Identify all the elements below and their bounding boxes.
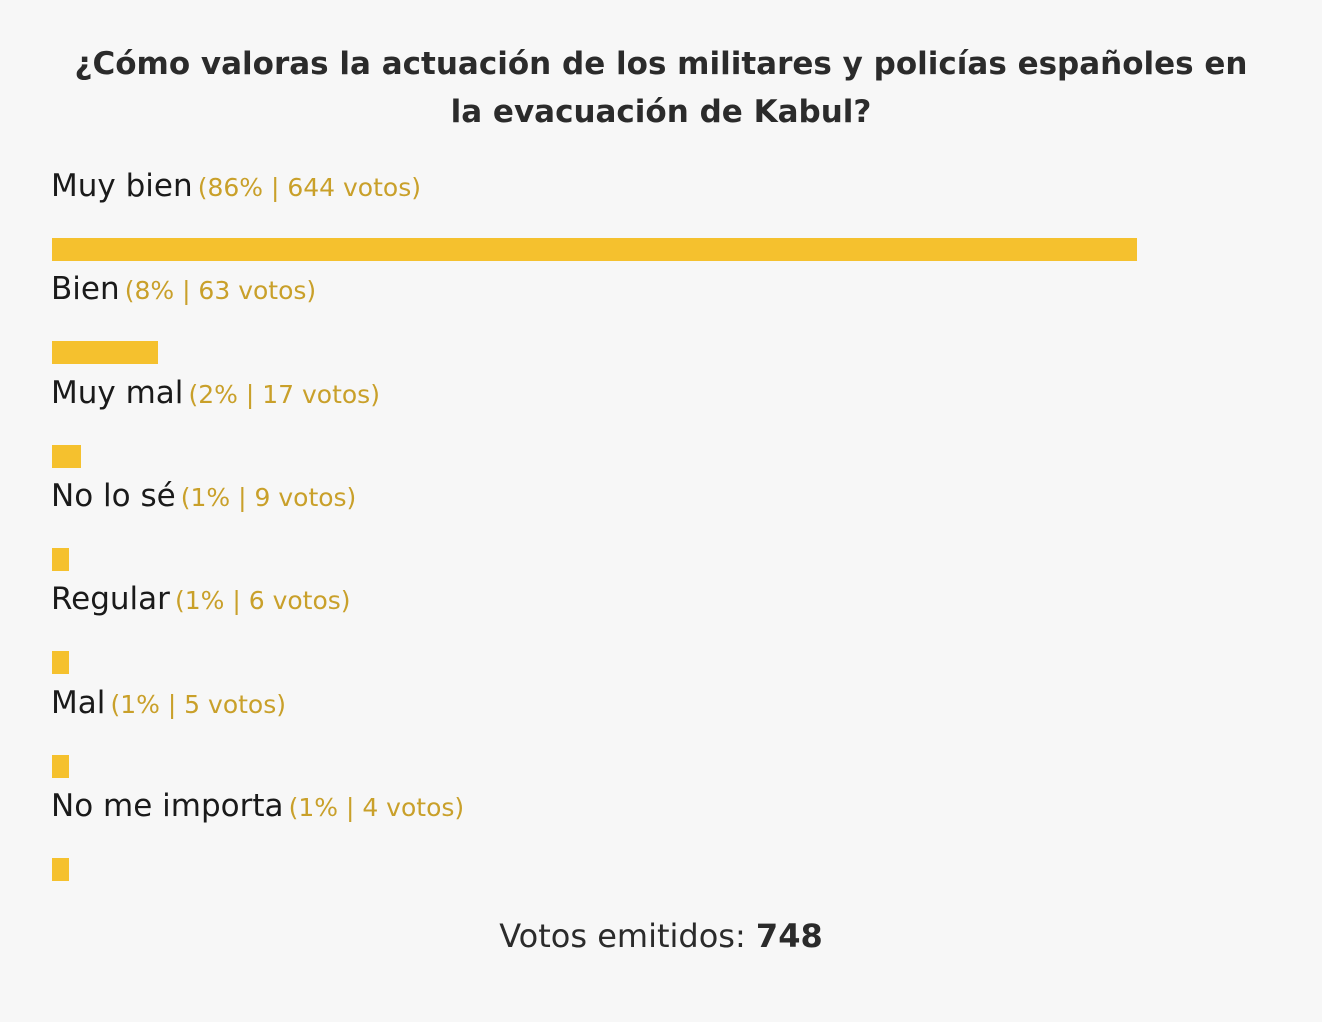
option-stats: (1% | 5 votos) — [110, 689, 287, 719]
bar-muy-bien — [52, 238, 1137, 261]
poll-title: ¿Cómo valoras la actuación de los milita… — [74, 46, 1248, 130]
option-label: No me importa (1% | 4 votos) — [51, 786, 464, 831]
option-label: Mal (1% | 5 votos) — [51, 683, 286, 728]
bar-regular — [52, 651, 69, 675]
bar-muy-mal — [52, 444, 81, 468]
poll-option: No me importa (1% | 4 votos) — [51, 786, 1151, 886]
option-label: Regular (1% | 6 votos) — [51, 579, 351, 624]
bar-bien — [52, 341, 159, 365]
option-stats: (2% | 17 votos) — [188, 379, 380, 409]
option-stats: (1% | 9 votos) — [180, 482, 357, 512]
poll-option: Regular (1% | 6 votos) — [51, 579, 1151, 679]
option-stats: (1% | 6 votos) — [175, 586, 351, 616]
option-label: Muy bien (86% | 644 votos) — [51, 166, 421, 211]
option-name: No me importa — [51, 787, 284, 824]
option-label: Muy mal (2% | 17 votos) — [51, 373, 380, 418]
bar-no-me-importa — [52, 857, 69, 881]
option-stats: (1% | 4 votos) — [288, 792, 465, 822]
bar-track — [52, 857, 1137, 881]
option-stats: (8% | 63 votos) — [124, 276, 317, 306]
bar-mal — [52, 754, 69, 778]
total-votes: Votos emitidos: 748 — [0, 914, 1322, 958]
option-name: Muy bien — [51, 168, 193, 204]
total-votes-label: Votos emitidos: — [499, 917, 746, 955]
option-name: Mal — [51, 684, 106, 721]
option-label: Bien (8% | 63 votos) — [51, 269, 316, 314]
poll-option: Bien (8% | 63 votos) — [51, 269, 1151, 369]
total-votes-value: 748 — [755, 917, 823, 955]
option-name: No lo sé — [51, 477, 176, 514]
poll-option: Muy mal (2% | 17 votos) — [51, 373, 1151, 473]
poll-option: No lo sé (1% | 9 votos) — [51, 476, 1151, 576]
bar-track — [52, 444, 1137, 468]
bar-track — [52, 238, 1137, 261]
poll-option: Mal (1% | 5 votos) — [51, 683, 1151, 783]
bar-track — [52, 341, 1137, 365]
bar-track — [52, 754, 1137, 778]
option-stats: (86% | 644 votos) — [197, 173, 421, 202]
bar-track — [52, 547, 1137, 571]
poll-option: Muy bien (86% | 644 votos) — [51, 166, 1151, 266]
option-name: Regular — [51, 581, 170, 618]
bar-track — [52, 651, 1137, 675]
option-name: Bien — [51, 271, 120, 308]
option-label: No lo sé (1% | 9 votos) — [51, 476, 356, 521]
option-name: Muy mal — [51, 374, 184, 411]
bar-no-lo-sé — [52, 547, 69, 571]
